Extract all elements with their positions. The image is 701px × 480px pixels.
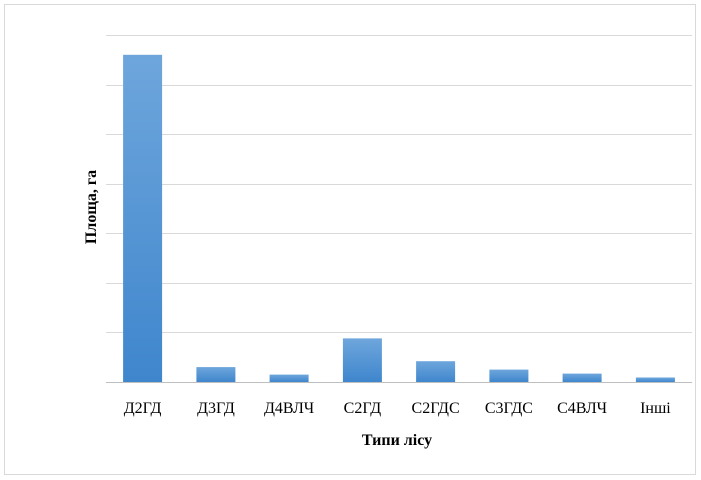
- gridlines: [106, 35, 692, 333]
- chart-area: [4, 4, 696, 475]
- x-axis-title: Типи лісу: [362, 432, 432, 449]
- x-tick-label: Д2ГД: [124, 400, 162, 417]
- bar-1: [123, 54, 163, 383]
- bar-3: [269, 374, 309, 382]
- x-tick-label: Д4ВЛЧ: [264, 400, 314, 417]
- x-tick-labels: Д2ГД Д3ГД Д4ВЛЧ С2ГД С2ГДС С3ГДС С4ВЛЧ Інші: [124, 400, 672, 417]
- bar-7: [562, 373, 602, 382]
- bar-8: [635, 377, 675, 382]
- bar-6: [489, 369, 529, 382]
- x-tick-label: Інші: [640, 400, 671, 417]
- x-tick-label: С4ВЛЧ: [557, 400, 607, 417]
- x-tick-label: С3ГДС: [485, 400, 533, 417]
- x-tick-label: Д3ГД: [197, 400, 235, 417]
- y-axis-title: Площа, га: [83, 170, 100, 244]
- bars: [123, 54, 675, 383]
- x-tick-label: С2ГДС: [412, 400, 460, 417]
- x-tick-label: С2ГД: [344, 400, 382, 417]
- bar-5: [416, 361, 456, 382]
- bar-2: [196, 367, 236, 382]
- bar-4: [342, 338, 382, 382]
